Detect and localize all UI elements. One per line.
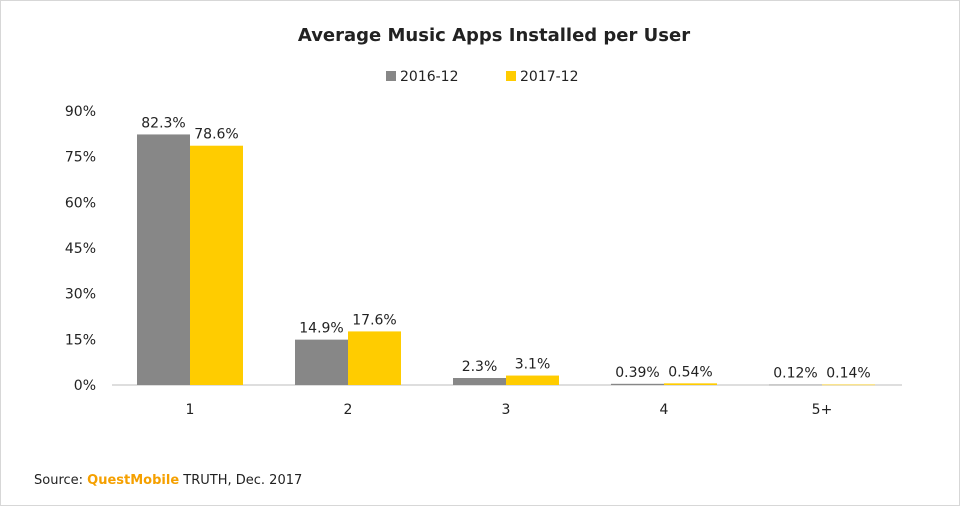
chart-title: Average Music Apps Installed per User (298, 25, 690, 46)
bar-chart: Average Music Apps Installed per User 20… (65, 25, 902, 418)
bar-2016-12-4 (611, 383, 664, 385)
bar-2016-12-2 (295, 339, 348, 385)
data-label: 0.39% (615, 365, 659, 381)
bar-2016-12-3 (453, 377, 506, 385)
data-label: 0.54% (668, 364, 712, 380)
x-tick-label: 2 (344, 402, 353, 418)
data-label: 82.3% (141, 115, 185, 131)
legend-swatch-2016 (386, 71, 396, 81)
bar-2017-12-4 (664, 383, 717, 385)
bar-2017-12-3 (506, 375, 559, 385)
y-tick-label: 60% (65, 195, 96, 211)
data-label: 2.3% (462, 359, 498, 375)
source-note: Source: QuestMobile TRUTH, Dec. 2017 (34, 473, 302, 488)
x-tick-label: 5+ (812, 402, 833, 418)
x-tick-label: 1 (186, 402, 195, 418)
data-label: 3.1% (515, 357, 551, 373)
y-axis: 0% 15% 30% 45% 60% 75% 90% (65, 104, 96, 394)
bar-2017-12-2 (348, 331, 401, 385)
x-tick-label: 4 (660, 402, 669, 418)
y-tick-label: 15% (65, 332, 96, 348)
y-tick-label: 90% (65, 104, 96, 120)
y-tick-label: 0% (74, 378, 96, 394)
x-axis: 1 2 3 4 5+ (186, 402, 833, 418)
bars (137, 134, 875, 386)
data-label: 78.6% (194, 127, 238, 143)
legend-label-2017: 2017-12 (520, 69, 579, 85)
bar-2017-12-5+ (822, 384, 875, 386)
data-label: 17.6% (352, 312, 396, 328)
legend: 2016-12 2017-12 (386, 69, 579, 85)
y-tick-label: 45% (65, 241, 96, 257)
legend-swatch-2017 (506, 71, 516, 81)
y-tick-label: 75% (65, 150, 96, 166)
data-label: 0.12% (773, 366, 817, 382)
y-tick-label: 30% (65, 287, 96, 303)
source-suffix: TRUTH, Dec. 2017 (179, 473, 303, 488)
bar-labels: 82.3% 78.6% 14.9% 17.6% 2.3% 3.1% 0.39% 0.54% 0.… (141, 115, 870, 381)
source-brand: QuestMobile (87, 473, 180, 488)
bar-2016-12-5+ (769, 384, 822, 386)
data-label: 0.14% (826, 366, 870, 382)
x-tick-label: 3 (502, 402, 511, 418)
bar-2016-12-1 (137, 134, 190, 385)
bar-2017-12-1 (190, 145, 243, 385)
data-label: 14.9% (299, 321, 343, 337)
legend-label-2016: 2016-12 (400, 69, 459, 85)
source-prefix: Source: (34, 473, 88, 488)
